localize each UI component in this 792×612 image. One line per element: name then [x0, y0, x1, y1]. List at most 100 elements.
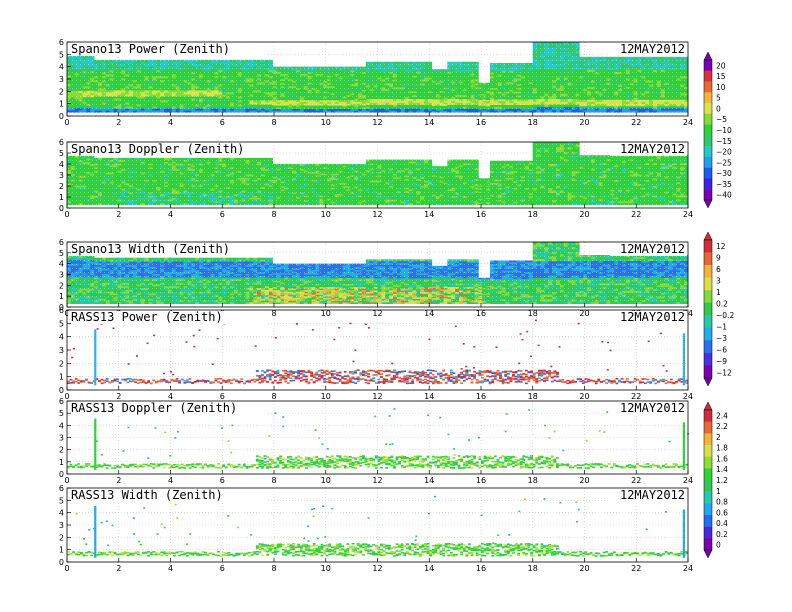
x-tick-label: 6	[220, 564, 225, 573]
x-tick-label: 22	[631, 476, 641, 485]
x-tick-label: 12	[372, 210, 382, 219]
colorbar-power: 20 15 10 50 −5 −10 −15 −20−25 −30 −35 −40	[703, 51, 732, 209]
colorbar-label: −10	[716, 126, 732, 135]
y-tick-label: 1	[59, 546, 64, 555]
y-tick-label: 4	[59, 260, 64, 269]
y-tick-label: 1	[59, 373, 64, 382]
x-tick-label: 8	[271, 564, 276, 573]
panel-date: 12MAY2012	[620, 488, 685, 502]
x-tick-label: 14	[424, 476, 434, 485]
x-tick-label: 20	[579, 210, 589, 219]
colorbar-swatch	[704, 92, 712, 104]
x-tick-label: 6	[220, 392, 225, 401]
colorbar-swatch	[704, 468, 712, 481]
x-tick-label: 12	[372, 564, 382, 573]
colorbar-swatch	[704, 480, 712, 492]
y-tick-label: 5	[59, 50, 64, 59]
x-tick-label: 18	[528, 476, 538, 485]
x-tick-label: 6	[220, 476, 225, 485]
panel-date: 12MAY2012	[620, 401, 685, 415]
colorbar-rass-doppler: 2.4 2.2 2 1.81.6 1.4 1.2 1 0.80.6 0.4 0.2 0	[703, 401, 728, 559]
y-tick-label: 1	[59, 458, 64, 467]
colorbar-swatch	[704, 352, 712, 366]
colorbar-swatch	[704, 445, 712, 457]
y-tick-label: 5	[59, 149, 64, 158]
colorbar-label: 1.4	[716, 465, 728, 474]
x-tick-label: 0	[64, 476, 69, 485]
y-tick-label: 1	[59, 193, 64, 202]
colorbar-swatch	[704, 421, 712, 434]
panel-title: RASS13 Width (Zenith)	[71, 488, 223, 502]
y-tick-label: 4	[59, 160, 64, 169]
colorbar-swatch	[704, 410, 712, 422]
colorbar-swatch	[704, 538, 712, 551]
panel-3: Spano13 Width (Zenith)12MAY2012012345602…	[59, 238, 693, 318]
y-tick-label: 4	[59, 333, 64, 342]
x-tick-label: 24	[683, 118, 693, 127]
x-tick-label: 20	[579, 476, 589, 485]
y-tick-label: 0	[59, 386, 64, 395]
colorbar-label: 3	[716, 276, 721, 285]
x-tick-label: 4	[168, 564, 173, 573]
x-tick-label: 2	[116, 118, 121, 127]
y-tick-label: 0	[59, 204, 64, 213]
x-tick-label: 16	[476, 476, 486, 485]
colorbar-swatch	[704, 515, 712, 527]
y-tick-label: 4	[59, 63, 64, 72]
x-tick-label: 16	[476, 210, 486, 219]
x-tick-label: 18	[528, 118, 538, 127]
colorbar-swatch	[704, 526, 712, 539]
colorbar-swatch	[704, 277, 712, 291]
colorbar-label: −3	[716, 334, 727, 343]
colorbar-label: −5	[716, 115, 727, 124]
y-tick-label: 1	[59, 292, 64, 301]
x-tick-label: 10	[321, 118, 331, 127]
x-tick-label: 24	[683, 392, 693, 401]
x-tick-label: 18	[528, 210, 538, 219]
x-tick-label: 24	[683, 564, 693, 573]
x-tick-label: 16	[476, 118, 486, 127]
x-tick-label: 12	[372, 476, 382, 485]
panel-title: Spano13 Doppler (Zenith)	[71, 142, 244, 156]
colorbar-swatch	[704, 70, 712, 82]
y-tick-label: 0	[59, 303, 64, 312]
panel-2: Spano13 Doppler (Zenith) 12MAY20120123456…	[59, 138, 693, 219]
colorbar-swatch	[704, 252, 712, 266]
y-tick-label: 5	[59, 409, 64, 418]
x-tick-label: 20	[579, 392, 589, 401]
x-tick-label: 8	[271, 118, 276, 127]
heatmap-cells	[67, 317, 689, 386]
y-tick-label: 6	[59, 138, 64, 147]
colorbar-label: −6	[716, 345, 727, 354]
x-tick-label: 10	[321, 564, 331, 573]
colorbar-label: −30	[716, 169, 732, 178]
colorbar-label: 2.2	[716, 422, 728, 431]
x-tick-label: 20	[579, 118, 589, 127]
y-tick-label: 3	[59, 75, 64, 84]
y-tick-label: 3	[59, 171, 64, 180]
y-tick-label: 2	[59, 533, 64, 542]
colorbar-label: 0.8	[716, 498, 728, 507]
heatmap-cells	[67, 408, 690, 470]
colorbar-swatch	[704, 113, 712, 125]
colorbar-label: −1	[716, 322, 727, 331]
x-tick-label: 4	[168, 392, 173, 401]
colorbar-label: 2	[716, 433, 721, 442]
colorbar-swatch	[704, 340, 712, 354]
y-tick-label: 2	[59, 359, 64, 368]
x-tick-label: 4	[168, 118, 173, 127]
x-tick-label: 12	[372, 118, 382, 127]
colorbar-label: −0.2	[716, 311, 734, 320]
colorbar-swatch	[704, 240, 712, 253]
colorbar-swatch	[704, 302, 712, 316]
colorbar-swatch	[704, 365, 712, 379]
panel-date: 12MAY2012	[620, 310, 685, 324]
y-tick-label: 0	[59, 470, 64, 479]
x-tick-label: 16	[476, 392, 486, 401]
x-tick-label: 22	[631, 564, 641, 573]
y-tick-label: 4	[59, 509, 64, 518]
x-tick-label: 6	[220, 118, 225, 127]
